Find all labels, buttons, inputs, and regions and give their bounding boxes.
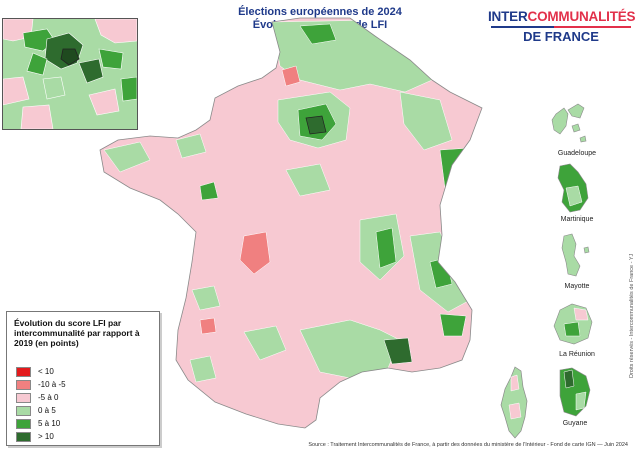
legend-title: Évolution du score LFI par intercommunal… xyxy=(14,318,140,348)
corsica-map xyxy=(500,366,528,439)
legend-label: 5 à 10 xyxy=(38,419,61,428)
legend-item: -10 à -5 xyxy=(16,379,66,390)
map-legend: Évolution du score LFI par intercommunal… xyxy=(6,311,160,446)
intercommunalites-logo: INTERCOMMUNALITÉS DE FRANCE xyxy=(488,9,636,44)
reunion-map xyxy=(553,303,593,345)
martinique-label: Martinique xyxy=(560,216,594,223)
legend-label: -5 à 0 xyxy=(38,393,59,402)
legend-label: > 10 xyxy=(38,432,54,441)
guyane-label: Guyane xyxy=(562,420,588,427)
legend-swatch-lt-minus10 xyxy=(16,366,31,377)
source-note: Source : Traitement Intercommunalités de… xyxy=(308,442,628,448)
legend-label: -10 à -5 xyxy=(38,380,66,389)
guadeloupe-map xyxy=(551,103,587,143)
logo-line-2: DE FRANCE xyxy=(523,29,599,44)
legend-item: 5 à 10 xyxy=(16,418,60,429)
guyane-map xyxy=(559,367,591,417)
legend-swatch-minus10-minus5 xyxy=(16,379,31,390)
logo-part-2: COMMUNALITÉS xyxy=(527,9,636,24)
reunion-label: La Réunion xyxy=(559,351,595,358)
logo-line-1: INTERCOMMUNALITÉS xyxy=(488,9,636,24)
guadeloupe-label: Guadeloupe xyxy=(557,150,597,157)
logo-part-1: INTER xyxy=(488,9,528,24)
legend-label: 0 à 5 xyxy=(38,406,56,415)
paris-inset xyxy=(2,18,138,130)
title-line-1: Élections européennes de 2024 xyxy=(238,6,402,18)
legend-label: < 10 xyxy=(38,367,54,376)
martinique-map xyxy=(557,163,589,213)
logo-underline xyxy=(491,26,631,28)
legend-item: > 10 xyxy=(16,431,54,442)
legend-item: 0 à 5 xyxy=(16,405,56,416)
legend-swatch-minus5-0 xyxy=(16,392,31,403)
rights-note: Droits réservés - Intercommunalités de F… xyxy=(629,253,635,378)
legend-item: -5 à 0 xyxy=(16,392,58,403)
paris-inset-map xyxy=(3,19,137,129)
mayotte-label: Mayotte xyxy=(564,283,590,290)
legend-item: < 10 xyxy=(16,366,54,377)
legend-swatch-5-10 xyxy=(16,418,31,429)
legend-swatch-0-5 xyxy=(16,405,31,416)
legend-swatch-gt-10 xyxy=(16,431,31,442)
mayotte-map xyxy=(561,233,590,277)
